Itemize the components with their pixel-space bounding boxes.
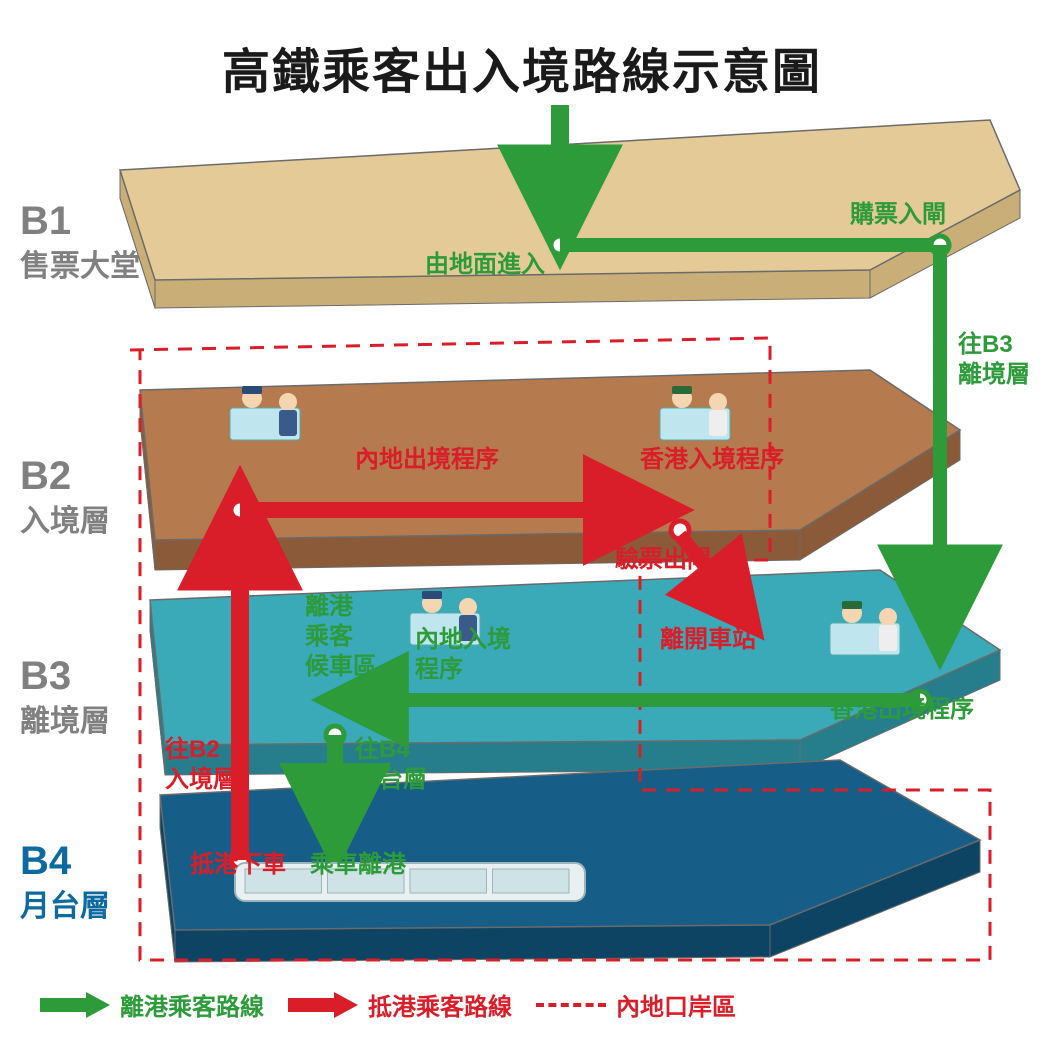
floor-code: B4: [20, 835, 110, 887]
arrow-icon: [40, 992, 110, 1018]
annotation: 離開車站: [660, 625, 756, 655]
annotation: 由地面進入: [425, 250, 545, 280]
floor-label-b2: B2入境層: [20, 450, 110, 541]
floor-name: 月台層: [20, 887, 110, 926]
annotation: 往B2入境層: [165, 735, 237, 795]
annotation: 內地入境程序: [415, 625, 511, 685]
floor-label-b4: B4月台層: [20, 835, 110, 926]
annotation: 往B3離境層: [958, 330, 1030, 390]
floor-code: B2: [20, 450, 110, 502]
annotation: 離港乘客候車區: [305, 592, 377, 682]
annotation: 驗票出閘: [615, 545, 711, 575]
floor-name: 入境層: [20, 502, 110, 541]
floor-name: 售票大堂: [20, 247, 140, 286]
annotation: 內地出境程序: [355, 445, 499, 475]
arrow-icon: [288, 992, 358, 1018]
diagram-canvas: [0, 0, 1044, 1040]
dash-icon: [536, 1003, 606, 1007]
legend-zone-label: 內地口岸區: [616, 987, 736, 1022]
legend-zone: 內地口岸區: [536, 987, 736, 1022]
annotation: 抵港下車: [190, 850, 286, 880]
legend-arrive-label: 抵港乘客路線: [368, 987, 512, 1022]
floor-label-b3: B3離境層: [20, 650, 110, 741]
floor-code: B1: [20, 195, 140, 247]
legend: 離港乘客路線 抵港乘客路線 內地口岸區: [40, 987, 1024, 1022]
legend-arrive: 抵港乘客路線: [288, 987, 512, 1022]
floor-name: 離境層: [20, 702, 110, 741]
annotation: 香港入境程序: [640, 445, 784, 475]
annotation: 購票入閘: [850, 200, 946, 230]
floor-label-b1: B1售票大堂: [20, 195, 140, 286]
legend-depart: 離港乘客路線: [40, 987, 264, 1022]
floor-code: B3: [20, 650, 110, 702]
annotation: 乘車離港: [310, 850, 406, 880]
annotation: 香港出境程序: [830, 695, 974, 725]
legend-depart-label: 離港乘客路線: [120, 987, 264, 1022]
annotation: 往B4月台層: [355, 735, 427, 795]
